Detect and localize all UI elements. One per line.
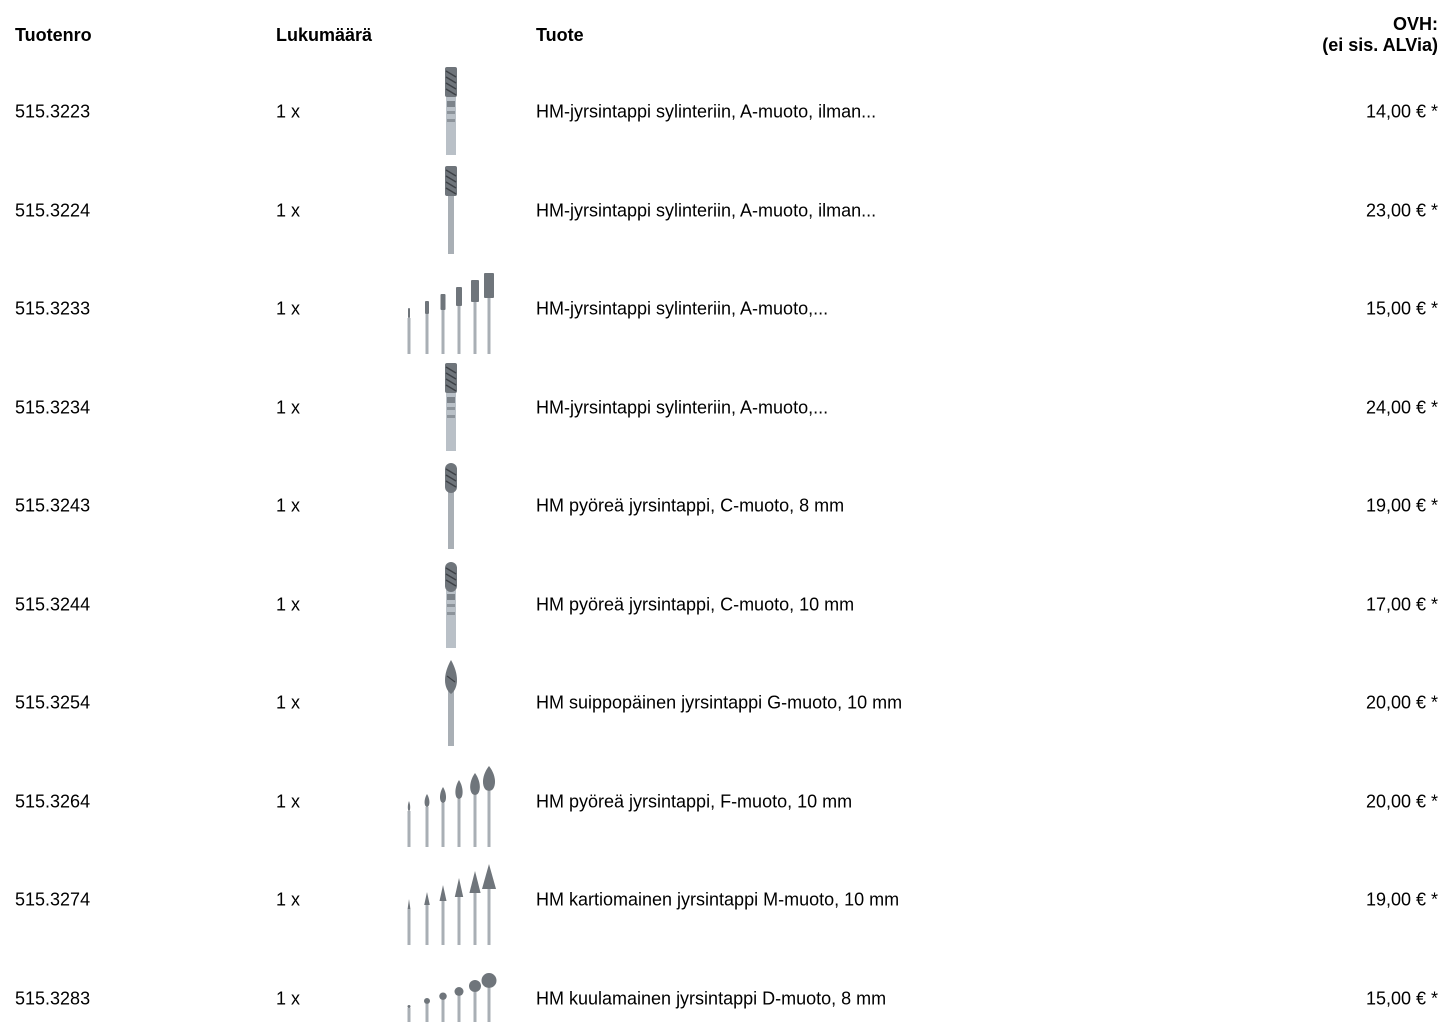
product-quantity: 1 x <box>276 889 301 910</box>
header-price: OVH: (ei sis. ALVia) <box>1322 14 1438 56</box>
table-header: Tuotenro Lukumäärä Tuote OVH: (ei sis. A… <box>0 0 1443 70</box>
header-product: Tuote <box>536 25 584 45</box>
product-quantity: 1 x <box>276 495 301 516</box>
product-image[interactable] <box>405 753 497 849</box>
product-number: 515.3274 <box>15 889 91 910</box>
table-row[interactable]: 515.3243 1 x HM pyöreä jyrsintappi, C-mu… <box>0 457 1443 555</box>
product-price: 19,00 € * <box>1365 495 1438 516</box>
product-number: 515.3264 <box>15 791 91 812</box>
header-price-line2: (ei sis. ALVia) <box>1322 35 1438 55</box>
table-row[interactable]: 515.3283 1 x HM kuulamainen jyrsintappi … <box>0 950 1443 1022</box>
product-number: 515.3254 <box>15 692 91 713</box>
table-row[interactable]: 515.3254 1 x HM suippopäinen jyrsintappi… <box>0 654 1443 752</box>
product-name-link[interactable]: HM-jyrsintappi sylinteriin, A-muoto,... <box>536 298 829 319</box>
product-image[interactable] <box>405 950 497 1022</box>
table-row[interactable]: 515.3264 1 x HM pyöreä jyrsintappi, F-mu… <box>0 753 1443 851</box>
product-quantity: 1 x <box>276 298 301 319</box>
product-quantity: 1 x <box>276 594 301 615</box>
header-price-line1: OVH: <box>1393 14 1438 34</box>
product-image[interactable] <box>405 260 497 356</box>
product-price: 20,00 € * <box>1365 692 1438 713</box>
product-image[interactable] <box>405 851 497 947</box>
product-quantity: 1 x <box>276 397 301 418</box>
table-row[interactable]: 515.3274 1 x HM kartiomainen jyrsintappi… <box>0 851 1443 949</box>
product-image[interactable] <box>405 654 497 750</box>
product-name-link[interactable]: HM-jyrsintappi sylinteriin, A-muoto, ilm… <box>536 200 877 221</box>
table-row[interactable]: 515.3223 1 x HM-jyrsintappi sylinteriin,… <box>0 63 1443 161</box>
product-name-link[interactable]: HM pyöreä jyrsintappi, C-muoto, 10 mm <box>536 594 855 615</box>
product-number: 515.3243 <box>15 495 91 516</box>
product-image[interactable] <box>405 162 497 258</box>
product-price: 24,00 € * <box>1365 397 1438 418</box>
product-quantity: 1 x <box>276 200 301 221</box>
product-price: 14,00 € * <box>1365 101 1438 122</box>
product-number: 515.3234 <box>15 397 91 418</box>
product-name-link[interactable]: HM pyöreä jyrsintappi, F-muoto, 10 mm <box>536 791 853 812</box>
product-number: 515.3244 <box>15 594 91 615</box>
product-quantity: 1 x <box>276 101 301 122</box>
table-row[interactable]: 515.3234 1 x HM-jyrsintappi sylinteriin,… <box>0 359 1443 457</box>
table-row[interactable]: 515.3233 1 x HM-jyrsintappi sylinteriin,… <box>0 260 1443 358</box>
product-price: 15,00 € * <box>1365 988 1438 1009</box>
product-number: 515.3223 <box>15 101 91 122</box>
product-name-link[interactable]: HM pyöreä jyrsintappi, C-muoto, 8 mm <box>536 495 845 516</box>
product-name-link[interactable]: HM suippopäinen jyrsintappi G-muoto, 10 … <box>536 692 903 713</box>
product-price: 19,00 € * <box>1365 889 1438 910</box>
product-name-link[interactable]: HM kuulamainen jyrsintappi D-muoto, 8 mm <box>536 988 887 1009</box>
product-quantity: 1 x <box>276 791 301 812</box>
product-number: 515.3233 <box>15 298 91 319</box>
product-price: 23,00 € * <box>1365 200 1438 221</box>
product-name-link[interactable]: HM-jyrsintappi sylinteriin, A-muoto, ilm… <box>536 101 877 122</box>
product-name-link[interactable]: HM kartiomainen jyrsintappi M-muoto, 10 … <box>536 889 900 910</box>
product-price: 20,00 € * <box>1365 791 1438 812</box>
header-product-number: Tuotenro <box>15 25 92 45</box>
product-price: 17,00 € * <box>1365 594 1438 615</box>
product-quantity: 1 x <box>276 988 301 1009</box>
product-price: 15,00 € * <box>1365 298 1438 319</box>
table-row[interactable]: 515.3224 1 x HM-jyrsintappi sylinteriin,… <box>0 162 1443 260</box>
product-image[interactable] <box>405 556 497 652</box>
product-image[interactable] <box>405 359 497 455</box>
product-quantity: 1 x <box>276 692 301 713</box>
product-image[interactable] <box>405 63 497 159</box>
product-number: 515.3224 <box>15 200 91 221</box>
table-row[interactable]: 515.3244 1 x HM pyöreä jyrsintappi, C-mu… <box>0 556 1443 654</box>
header-quantity: Lukumäärä <box>276 25 373 45</box>
product-number: 515.3283 <box>15 988 91 1009</box>
product-image[interactable] <box>405 457 497 553</box>
product-name-link[interactable]: HM-jyrsintappi sylinteriin, A-muoto,... <box>536 397 829 418</box>
